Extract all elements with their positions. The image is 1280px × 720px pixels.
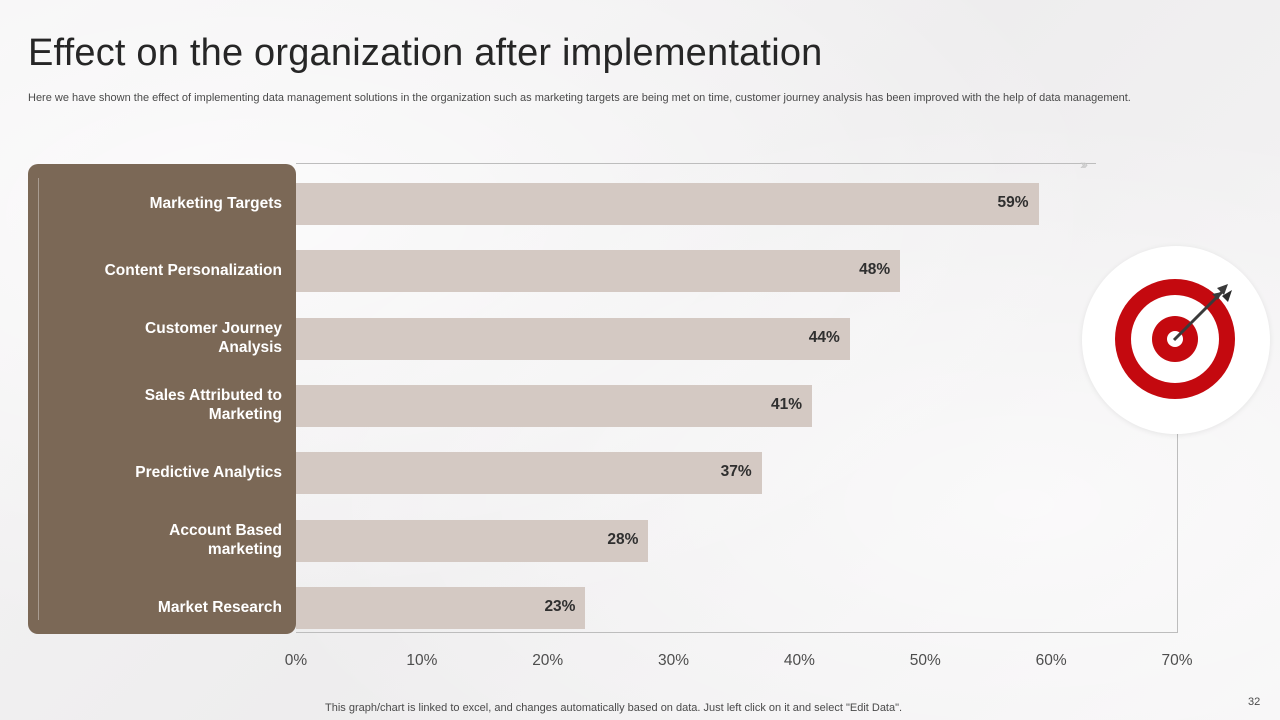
target-with-dart-icon — [1115, 279, 1235, 399]
category-label: Predictive Analytics — [135, 464, 282, 482]
x-tick-label: 20% — [532, 652, 564, 669]
category-label: Account Based — [169, 522, 282, 539]
page-subtitle: Here we have shown the effect of impleme… — [28, 92, 1131, 104]
x-tick-label: 50% — [909, 652, 941, 669]
x-tick-label: 30% — [658, 652, 690, 669]
category-label: Sales Attributed to — [144, 387, 282, 405]
bar[interactable] — [296, 452, 762, 495]
bar[interactable] — [296, 183, 1039, 225]
category-label: Customer Journey — [145, 320, 282, 338]
bar-value-label: 37% — [720, 463, 752, 481]
bar-value-label: 59% — [997, 194, 1029, 211]
category-label: Analysis — [218, 339, 282, 357]
bar[interactable] — [296, 250, 901, 293]
chart-frame-right — [1177, 430, 1178, 633]
footer-note: This graph/chart is linked to excel, and… — [325, 702, 903, 714]
x-tick-label: 10% — [406, 652, 438, 669]
x-tick-label: 40% — [783, 652, 815, 669]
bar-value-label: 44% — [808, 328, 840, 346]
arrow-chevrons-icon: ››› — [1080, 156, 1088, 172]
bar-value-label: 28% — [607, 530, 639, 548]
bar[interactable] — [296, 519, 649, 562]
target-badge — [1082, 246, 1270, 434]
category-label: marketing — [207, 541, 282, 558]
page-title: Effect on the organization after impleme… — [28, 32, 823, 74]
bar-value-label: 48% — [859, 261, 891, 279]
bar-value-label: 23% — [544, 597, 576, 615]
category-label: Content Personalization — [104, 262, 282, 280]
category-label-panel — [28, 164, 296, 634]
category-label: Marketing — [208, 406, 282, 424]
x-tick-label: 0% — [284, 652, 308, 669]
bar[interactable] — [296, 586, 586, 629]
chart-frame-top — [296, 163, 1096, 164]
page-number: 32 — [1248, 696, 1261, 708]
bar[interactable] — [296, 384, 812, 427]
category-label: Marketing Targets — [149, 195, 282, 212]
x-tick-label: 60% — [1035, 652, 1067, 669]
x-tick-label: 70% — [1161, 652, 1193, 669]
category-label: Market Research — [157, 598, 282, 616]
bar-value-label: 41% — [770, 395, 802, 413]
bar[interactable] — [296, 317, 850, 360]
chart-frame-bottom — [296, 632, 1178, 633]
label-panel-divider — [38, 178, 39, 620]
